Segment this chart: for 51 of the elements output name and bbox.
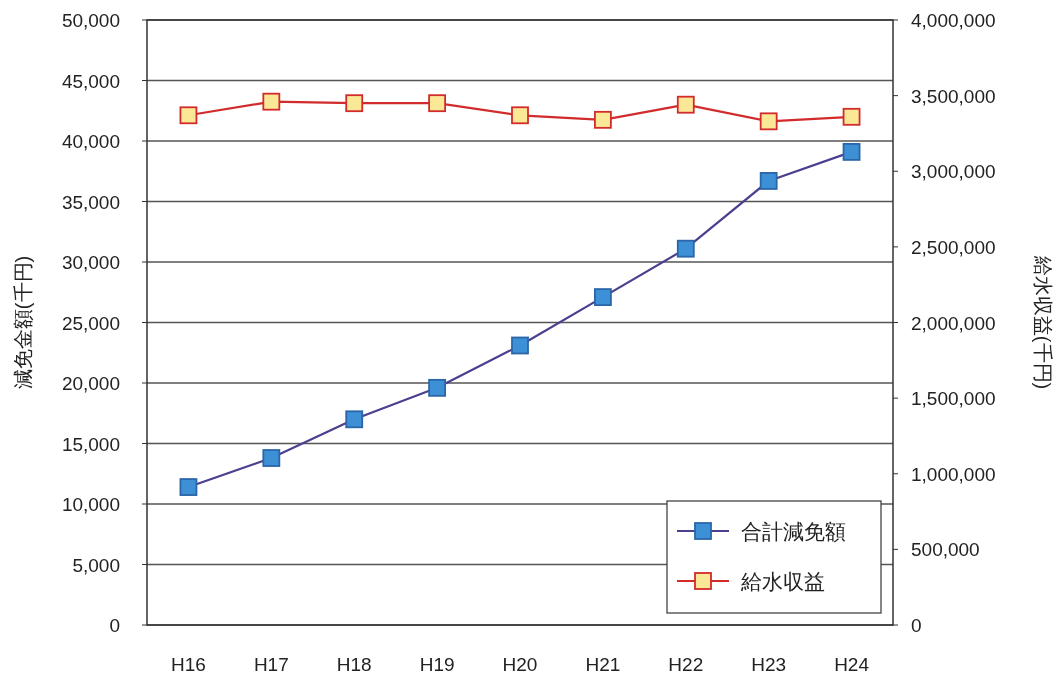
point [511, 336, 529, 355]
point [179, 106, 198, 125]
y2-tick-label: 4,000,000 [911, 10, 996, 31]
y-tick-label: 30,000 [61, 252, 120, 273]
y2-axis-title: 給水収益(千円) [1032, 254, 1054, 390]
point [428, 378, 447, 397]
x-tick-label: H20 [502, 654, 538, 675]
point [759, 172, 778, 190]
x-tick-label: H17 [253, 654, 289, 675]
point [842, 107, 861, 126]
y-tick-label: 35,000 [61, 191, 120, 213]
point [842, 142, 861, 161]
x-tick-label: H24 [834, 654, 870, 675]
x-tick-label: H23 [751, 654, 787, 675]
y-axis-title: 減免金額(千円) [12, 255, 34, 390]
point [593, 110, 612, 129]
y2-tick-label: 1,500,000 [911, 388, 996, 410]
x-tick-label: H21 [585, 654, 621, 675]
y-tick-label: 50,000 [61, 10, 120, 31]
y-tick-label: 10,000 [61, 494, 120, 515]
y2-tick-label: 0 [911, 615, 922, 636]
point [676, 95, 695, 114]
x-tick-label: H22 [668, 654, 704, 675]
y-tick-label: 5,000 [72, 554, 120, 576]
x-tick-label: H18 [336, 654, 372, 675]
y2-tick-label: 2,500,000 [911, 236, 996, 258]
point [345, 410, 364, 429]
point [593, 288, 612, 306]
y2-tick-label: 2,000,000 [911, 312, 996, 334]
y2-tick-label: 500,000 [911, 539, 980, 561]
y2-tick-label: 3,500,000 [911, 85, 996, 107]
legend-label: 合計減免額 [741, 520, 846, 543]
y-tick-label: 45,000 [61, 70, 120, 92]
y-tick-label: 20,000 [61, 373, 120, 394]
x-tick-label: H16 [171, 654, 206, 675]
point [759, 112, 778, 131]
point [262, 449, 281, 467]
point [179, 478, 198, 496]
point [262, 92, 281, 111]
y-tick-label: 15,000 [61, 433, 120, 455]
legend-label: 給水収益 [740, 570, 825, 593]
y2-tick-label: 1,000,000 [911, 463, 996, 485]
point [511, 106, 529, 125]
point [345, 94, 364, 113]
y-tick-label: 25,000 [61, 312, 120, 334]
point [676, 239, 695, 258]
y-tick-label: 0 [109, 615, 120, 636]
y-tick-label: 40,000 [61, 131, 120, 152]
x-tick-label: H19 [419, 654, 455, 675]
point [428, 94, 447, 113]
y2-tick-label: 3,000,000 [911, 161, 996, 183]
